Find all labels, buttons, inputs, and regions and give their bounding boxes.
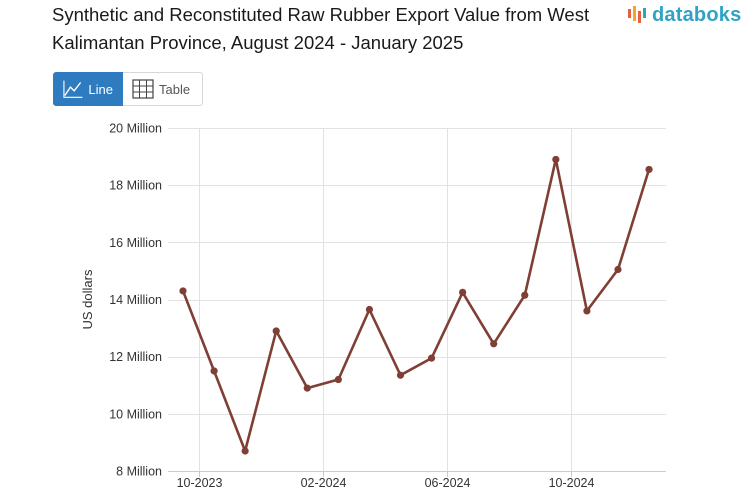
line-chart-icon <box>63 80 83 98</box>
data-point[interactable] <box>210 367 218 375</box>
databoks-logo-icon <box>628 6 646 23</box>
y-axis-title: US dollars <box>80 269 95 329</box>
x-tick-label: 02-2024 <box>301 476 347 490</box>
x-tick-label: 10-2023 <box>177 476 223 490</box>
y-tick-label: 8 Million <box>116 465 162 479</box>
y-tick-label: 14 Million <box>109 293 162 307</box>
line-view-button[interactable]: Line <box>53 72 123 106</box>
y-tick-label: 10 Million <box>109 407 162 421</box>
data-point[interactable] <box>614 265 622 274</box>
data-point[interactable] <box>396 371 405 379</box>
data-point[interactable] <box>552 155 560 164</box>
brand-logo[interactable]: databoks <box>627 3 741 27</box>
x-tick-label: 06-2024 <box>425 476 471 490</box>
y-tick-label: 12 Million <box>109 350 162 364</box>
table-grid-icon <box>132 79 154 99</box>
data-point[interactable] <box>365 305 374 314</box>
brand-name: databoks <box>652 3 742 26</box>
data-point[interactable] <box>645 165 653 174</box>
data-point[interactable] <box>459 288 467 296</box>
data-point[interactable] <box>272 327 280 335</box>
data-point[interactable] <box>427 354 436 362</box>
view-toggle: Line Table <box>53 72 203 106</box>
y-tick-label: 20 Million <box>109 122 162 136</box>
table-view-label: Table <box>159 81 191 97</box>
data-point[interactable] <box>334 375 342 384</box>
data-point[interactable] <box>521 291 529 299</box>
table-view-button[interactable]: Table <box>123 72 203 106</box>
data-point[interactable] <box>583 307 591 315</box>
data-point[interactable] <box>303 384 311 392</box>
series-line <box>181 158 651 453</box>
y-tick-label: 18 Million <box>109 179 162 193</box>
y-tick-label: 16 Million <box>109 236 162 250</box>
data-point[interactable] <box>490 340 498 348</box>
data-point[interactable] <box>241 447 249 455</box>
x-tick-label: 10-2024 <box>549 476 595 490</box>
line-view-label: Line <box>88 81 113 97</box>
data-point[interactable] <box>179 287 187 295</box>
chart-title: Synthetic and Reconstituted Raw Rubber E… <box>52 4 590 53</box>
